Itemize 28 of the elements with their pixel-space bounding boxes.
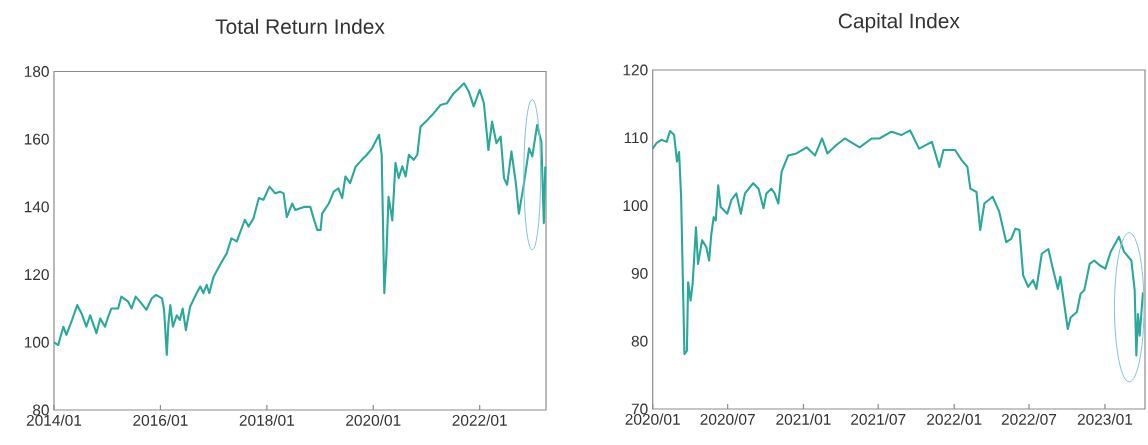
x-tick-label: 2020/01: [346, 414, 401, 426]
line-series: [52, 82, 547, 356]
x-tick-label: 2020/01: [625, 413, 680, 425]
y-tick-label: 100: [24, 336, 49, 348]
y-tick-label: 90: [631, 267, 648, 279]
y-tick-label: 80: [631, 335, 648, 347]
chart-title: Total Return Index: [215, 18, 385, 34]
line-series: [651, 129, 1144, 357]
x-tick-label: 2021/07: [851, 413, 906, 425]
x-tick-label: 2020/07: [700, 413, 755, 425]
x-tick-label: 2021/01: [776, 413, 831, 425]
x-tick-label: 2022/01: [927, 413, 982, 425]
y-tick-label: 100: [623, 200, 648, 212]
y-tick-label: 140: [24, 201, 49, 213]
y-tick-label: 120: [623, 64, 648, 76]
x-tick-label: 2022/01: [452, 414, 507, 426]
x-tick-label: 2016/01: [133, 414, 188, 426]
y-tick-label: 120: [24, 269, 49, 281]
y-tick-label: 70: [631, 403, 648, 415]
x-tick-label: 2018/01: [239, 414, 294, 426]
x-tick-label: 2022/07: [1001, 413, 1057, 425]
y-tick-label: 80: [32, 404, 49, 416]
x-tick-label: 2023/01: [1077, 413, 1133, 425]
chart-title: Capital Index: [838, 13, 960, 33]
x-tick-label: 2014/01: [26, 414, 82, 426]
y-tick-label: 160: [24, 133, 49, 145]
y-tick-label: 180: [24, 66, 49, 77]
y-tick-label: 110: [624, 132, 648, 144]
